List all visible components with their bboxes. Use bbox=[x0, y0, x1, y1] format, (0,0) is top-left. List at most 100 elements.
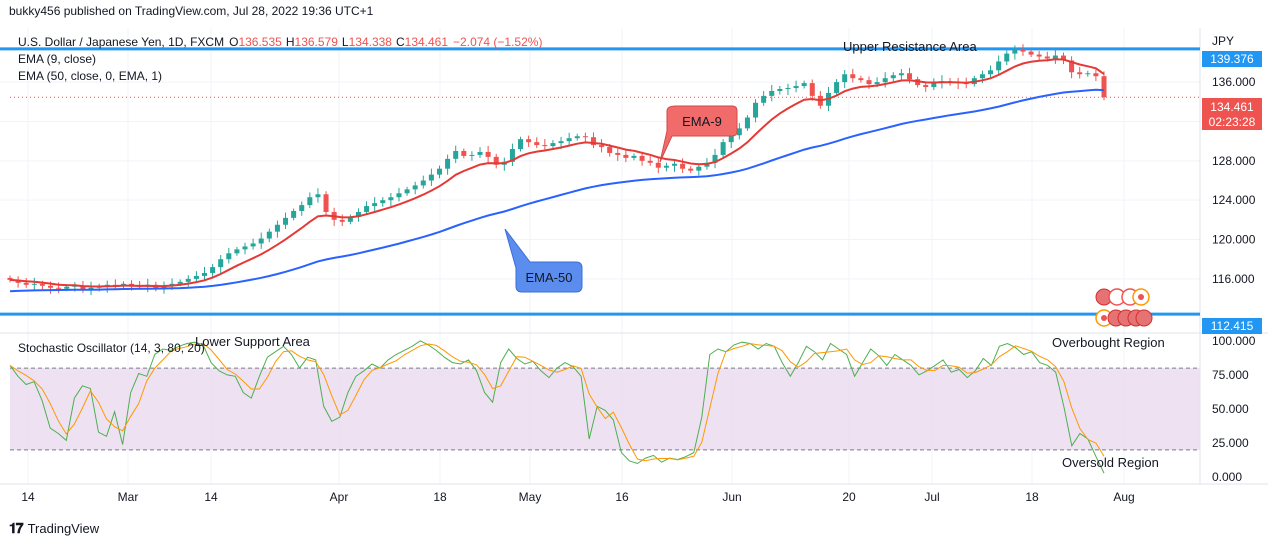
candle-body bbox=[64, 286, 70, 289]
candle-body bbox=[793, 86, 799, 89]
candle-body bbox=[979, 74, 985, 79]
candle-body bbox=[615, 152, 621, 155]
time-tick-label: Jul bbox=[924, 490, 939, 504]
price-axis[interactable]: JPY 136.000132.000128.000124.000120.0001… bbox=[1212, 34, 1256, 286]
oversold-label: Oversold Region bbox=[1062, 455, 1159, 470]
candle-body bbox=[372, 203, 378, 207]
candle-body bbox=[874, 82, 880, 85]
candle-body bbox=[696, 166, 702, 171]
candle-body bbox=[647, 160, 653, 163]
publisher-header: bukky456 published on TradingView.com, J… bbox=[9, 4, 374, 18]
candle-body bbox=[1004, 53, 1010, 62]
price-tick-label: 136.000 bbox=[1212, 75, 1256, 89]
svg-text:02:23:28: 02:23:28 bbox=[1209, 115, 1256, 129]
ema9-callout: EMA-9 bbox=[659, 105, 738, 163]
candle-body bbox=[566, 138, 572, 142]
ema50-line bbox=[9, 88, 1105, 293]
candle-body bbox=[639, 155, 645, 161]
us-flag-icon[interactable] bbox=[1135, 309, 1153, 327]
candle-body bbox=[266, 231, 272, 239]
stoch-tick-label: 25.000 bbox=[1212, 436, 1249, 450]
stoch-tick-label: 0.000 bbox=[1212, 470, 1242, 484]
candle-body bbox=[7, 277, 13, 280]
svg-text:139.376: 139.376 bbox=[1210, 52, 1254, 66]
svg-text:134.461: 134.461 bbox=[1210, 100, 1254, 114]
resistance-price-label: 139.376 bbox=[1202, 51, 1262, 67]
candle-body bbox=[420, 180, 426, 186]
price-tick-label: 120.000 bbox=[1212, 233, 1256, 247]
candle-body bbox=[599, 145, 605, 148]
candle-body bbox=[671, 163, 678, 166]
candle-body bbox=[1093, 73, 1099, 77]
candle-body bbox=[574, 136, 580, 139]
candle-body bbox=[404, 189, 410, 194]
candle-body bbox=[1052, 55, 1058, 59]
candle-body bbox=[906, 73, 913, 80]
candle-body bbox=[347, 216, 353, 222]
candle-body bbox=[534, 142, 540, 146]
candle-body bbox=[461, 150, 467, 156]
time-axis[interactable]: 14 Mar 14 Apr 18 May 16 Jun 20 Jul 18 Aug bbox=[21, 490, 1134, 504]
candle-body bbox=[663, 165, 669, 168]
candle-body bbox=[493, 156, 499, 165]
candle-body bbox=[380, 200, 386, 204]
candle-body bbox=[590, 137, 596, 146]
stoch-tick-label: 100.000 bbox=[1212, 334, 1256, 348]
candle-body bbox=[299, 205, 305, 211]
ema50-callout: EMA-50 bbox=[504, 228, 583, 293]
candle-body bbox=[736, 128, 742, 136]
stoch-axis[interactable]: 100.000 75.000 50.000 25.000 0.000 bbox=[1212, 334, 1256, 484]
time-tick-label: 14 bbox=[204, 490, 218, 504]
lower-support-label: Lower Support Area bbox=[195, 334, 311, 349]
candle-body bbox=[518, 139, 524, 150]
candle-body bbox=[834, 82, 840, 93]
time-tick-label: Apr bbox=[330, 490, 349, 504]
price-tick-label: 116.000 bbox=[1212, 272, 1255, 286]
candle-body bbox=[396, 193, 402, 198]
candle-body bbox=[1077, 72, 1083, 75]
candle-body bbox=[412, 185, 418, 190]
candle-body bbox=[201, 272, 208, 276]
candle-body bbox=[436, 168, 443, 175]
candle-body bbox=[193, 275, 199, 279]
candle-body bbox=[1060, 55, 1066, 61]
candle-body bbox=[56, 287, 62, 289]
candle-body bbox=[623, 154, 629, 158]
candle-body bbox=[445, 158, 451, 169]
candle-body bbox=[355, 211, 361, 217]
candle-body bbox=[364, 206, 370, 212]
svg-text:112.415: 112.415 bbox=[1211, 319, 1254, 333]
candle-body bbox=[1069, 60, 1075, 73]
footer[interactable]: 𝟏𝟕 TradingView bbox=[9, 519, 99, 537]
candle-body bbox=[485, 151, 491, 157]
candle-body bbox=[339, 219, 345, 222]
candle-body bbox=[996, 61, 1002, 71]
ema50-legend: EMA (50, close, 0, EMA, 1) bbox=[18, 69, 162, 83]
candle-body bbox=[728, 135, 734, 143]
candle-body bbox=[31, 283, 37, 285]
candle-body bbox=[388, 197, 394, 201]
candle-body bbox=[558, 141, 564, 144]
event-flags[interactable] bbox=[1095, 288, 1153, 327]
candle-body bbox=[218, 259, 224, 268]
candle-body bbox=[858, 78, 864, 81]
stoch-d-line bbox=[9, 342, 1105, 462]
candle-body bbox=[923, 85, 929, 88]
candle-body bbox=[753, 102, 759, 118]
time-tick-label: 18 bbox=[1025, 490, 1039, 504]
candle-body bbox=[785, 88, 791, 90]
candle-body bbox=[1085, 73, 1091, 75]
candle-body bbox=[769, 90, 775, 96]
candle-body bbox=[258, 238, 264, 244]
candle-body bbox=[453, 150, 459, 159]
currency-label: JPY bbox=[1212, 34, 1234, 48]
time-tick-label: May bbox=[519, 490, 542, 504]
jp-dot-icon bbox=[1101, 315, 1107, 321]
time-tick-label: 16 bbox=[615, 490, 629, 504]
candle-body bbox=[866, 80, 872, 85]
symbol-legend: U.S. Dollar / Japanese Yen, 1D, FXCM O136… bbox=[18, 35, 542, 49]
svg-text:EMA-50: EMA-50 bbox=[526, 270, 573, 285]
candle-body bbox=[23, 282, 29, 285]
support-price-label: 112.415 bbox=[1202, 318, 1262, 334]
